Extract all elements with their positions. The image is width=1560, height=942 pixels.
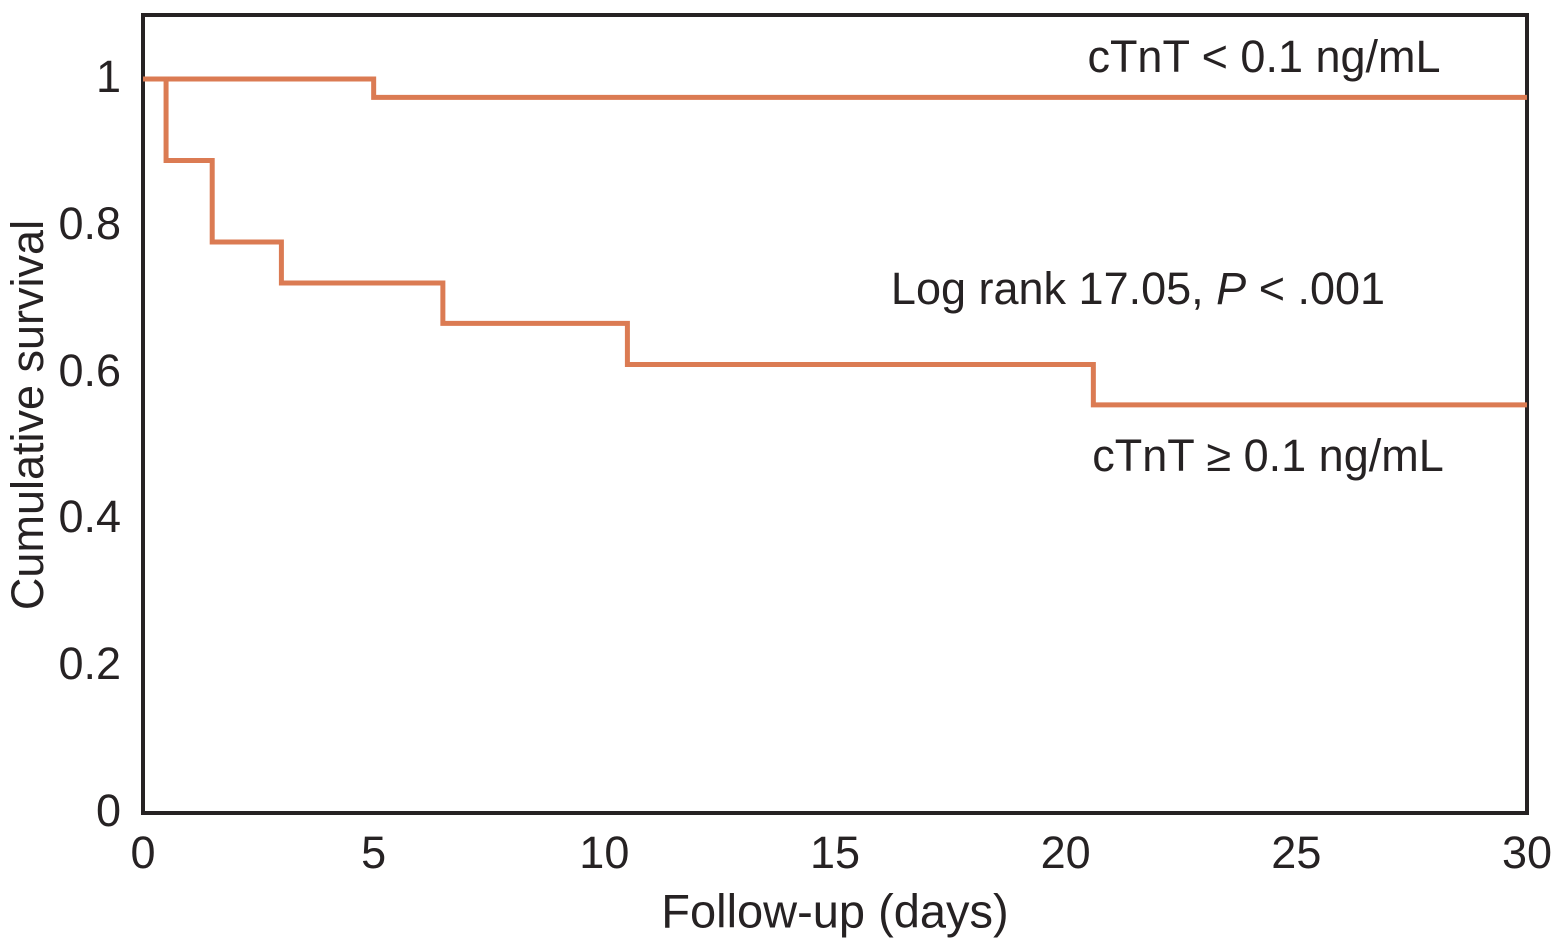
- x-tick-label: 5: [361, 827, 387, 878]
- x-axis-title: Follow-up (days): [661, 884, 1009, 938]
- x-tick-label: 30: [1501, 827, 1553, 878]
- annotation-low-group-label: cTnT < 0.1 ng/mL: [1087, 31, 1441, 82]
- survival-curve-low-ctnt: [143, 76, 1527, 100]
- logrank-text-suffix: < .001: [1246, 263, 1386, 314]
- annotation-high-group-label: cTnT ≥ 0.1 ng/mL: [1092, 430, 1444, 481]
- x-tick-label: 15: [809, 827, 861, 878]
- plot-frame: [141, 13, 1529, 815]
- logrank-p-symbol: P: [1216, 263, 1247, 314]
- x-tick-label: 25: [1271, 827, 1322, 878]
- y-tick-label: 0.6: [58, 344, 121, 396]
- annotation-logrank-stat: Log rank 17.05, P < .001: [891, 263, 1385, 315]
- y-tick-label: 0.2: [58, 638, 121, 690]
- x-tick-label: 0: [130, 827, 156, 878]
- logrank-text-prefix: Log rank 17.05,: [890, 263, 1217, 314]
- survival-curve-high-ctnt: [143, 76, 1527, 408]
- y-tick-label: 0.8: [58, 197, 121, 249]
- y-tick-label: 0.4: [58, 491, 121, 543]
- x-tick-label: 10: [579, 827, 630, 878]
- y-axis-title: Cumulative survival: [2, 219, 53, 611]
- x-tick-label: 20: [1040, 827, 1091, 878]
- y-tick-label: 1: [95, 50, 121, 102]
- y-tick-label: 0: [95, 784, 121, 836]
